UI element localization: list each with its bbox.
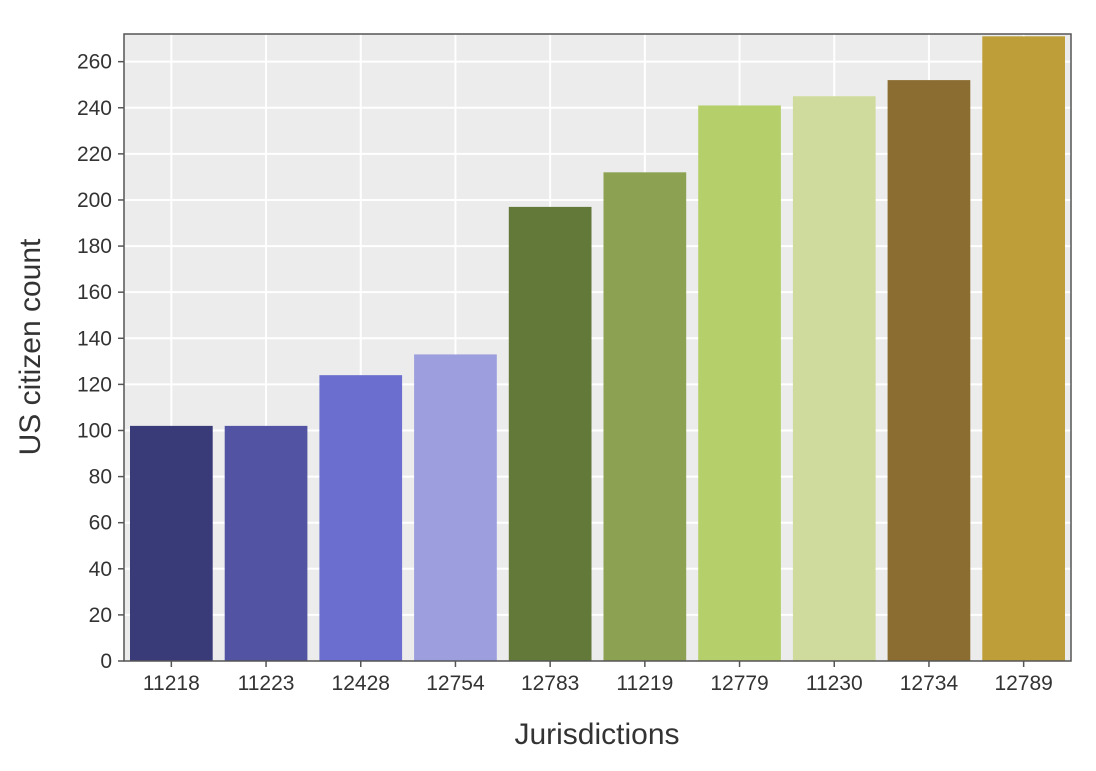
y-tick-label: 80 <box>89 466 112 489</box>
x-tick-label: 12428 <box>332 672 390 695</box>
y-tick-label: 140 <box>77 327 112 350</box>
x-tick-label: 11218 <box>143 672 200 695</box>
x-axis-ticks: 11218 11223 12428 12754 12783 11219 12779 11230… <box>143 661 1053 695</box>
bar-12789 <box>982 36 1065 661</box>
y-tick-label: 20 <box>89 604 112 627</box>
y-tick-label: 120 <box>77 373 112 396</box>
x-tick-label: 12754 <box>426 672 485 695</box>
y-tick-label: 160 <box>77 281 112 304</box>
x-tick-label: 12783 <box>521 672 579 695</box>
x-tick-label: 11223 <box>238 672 295 695</box>
bars <box>130 36 1065 662</box>
bar-11230 <box>792 96 876 662</box>
x-tick-label: 12789 <box>994 672 1052 695</box>
y-tick-label: 220 <box>77 143 112 166</box>
y-tick-label: 0 <box>100 650 112 673</box>
plot-frame <box>123 33 1072 662</box>
y-tick-label: 60 <box>89 512 112 535</box>
y-tick-label: 100 <box>77 419 112 442</box>
y-tick-label: 180 <box>77 235 112 258</box>
x-axis-title: Jurisdictions <box>514 718 679 751</box>
y-tick-label: 240 <box>77 97 112 120</box>
bar-12428 <box>319 375 403 661</box>
bar-12779 <box>698 105 781 662</box>
bar-11218 <box>130 425 213 661</box>
bar-12783 <box>508 206 592 661</box>
y-tick-label: 260 <box>77 51 112 74</box>
y-tick-label: 200 <box>77 189 112 212</box>
y-tick-label: 40 <box>89 558 112 581</box>
bar-11223 <box>224 425 308 661</box>
y-axis-ticks: 0 20 40 60 80 100 120 140 160 180 200 220 240 260 <box>77 51 124 673</box>
y-axis-title: US citizen count <box>14 238 47 455</box>
x-tick-label: 11230 <box>806 672 863 695</box>
bar-12754 <box>414 354 497 661</box>
bar-11219 <box>603 172 687 661</box>
x-tick-label: 12779 <box>710 672 768 695</box>
bar-12734 <box>887 80 971 661</box>
x-tick-label: 12734 <box>900 672 959 695</box>
x-tick-label: 11219 <box>616 672 673 695</box>
